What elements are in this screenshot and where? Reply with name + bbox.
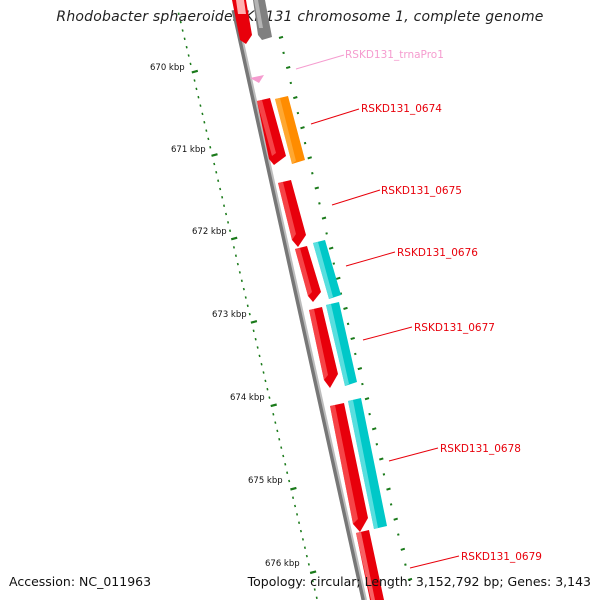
leader-lines [295, 54, 460, 569]
outer-tick [300, 126, 305, 130]
label-rskd131-0674[interactable]: RSKD131_0674 [361, 103, 442, 115]
outer-tick [343, 306, 348, 310]
kbp-major-tick [211, 153, 218, 157]
cds-0674-red-shade [257, 100, 276, 156]
outer-tick [404, 563, 407, 566]
outer-tick [379, 457, 384, 461]
outer-tick [328, 246, 334, 250]
outer-tick [371, 427, 377, 431]
outer-tick [336, 276, 341, 280]
outer-tick [389, 503, 393, 506]
trna-pro1-arrow [250, 75, 264, 83]
backbone-line-light [235, 9, 367, 600]
kbp-major-tick [230, 236, 238, 241]
top-features [232, 0, 272, 44]
kbp-label-673: 673 kbp [212, 310, 247, 320]
cds-0676-cyan-shade [313, 242, 333, 299]
outer-tick [361, 382, 364, 386]
outer-tick [354, 352, 357, 356]
cds-0677-cyan-shade [326, 304, 349, 386]
feature-labels: RSKD131_trnaPro1 RSKD131_0674 RSKD131_06… [345, 49, 542, 563]
outer-tick [400, 547, 406, 551]
outer-tick [350, 336, 355, 341]
leader-line-0674 [310, 108, 360, 125]
outer-tick [346, 322, 350, 326]
outer-tick [303, 141, 307, 145]
outer-tick [393, 517, 398, 521]
outer-tick [285, 65, 291, 70]
label-rskd131-0679[interactable]: RSKD131_0679 [461, 551, 542, 563]
kbp-label-674: 674 kbp [230, 393, 265, 403]
outer-tick [397, 533, 400, 536]
cds-0674-orange-shade [275, 98, 296, 164]
outer-tick [357, 367, 363, 371]
leader-line-0677 [362, 326, 413, 341]
kbp-label-676: 676 kbp [265, 559, 300, 569]
outer-tick [311, 172, 314, 175]
kbp-major-tick [290, 486, 297, 491]
partial-gray-highlight-top [254, 0, 263, 28]
outer-tick [375, 443, 379, 446]
outer-tick [289, 81, 293, 85]
kbp-ruler [177, 12, 318, 600]
kbp-label-675: 675 kbp [248, 476, 283, 486]
kbp-major-tick [309, 570, 317, 575]
outer-tick [307, 156, 312, 160]
kbp-label-670: 670 kbp [150, 63, 185, 73]
outer-tick [278, 35, 284, 39]
outer-tick [325, 232, 328, 235]
cds-blocks [257, 96, 387, 600]
outer-tick [407, 577, 413, 581]
partial-pink-cds-top [236, 0, 246, 14]
leader-line-0678 [388, 447, 439, 462]
outer-tick [318, 202, 321, 205]
label-rskd131-0675[interactable]: RSKD131_0675 [381, 185, 462, 197]
outer-tick [293, 96, 298, 100]
leader-line-0675 [331, 189, 381, 206]
kbp-label-672: 672 kbp [192, 227, 227, 237]
kbp-label-671: 671 kbp [171, 145, 206, 155]
outer-ruler [278, 35, 413, 581]
kbp-major-tick [191, 69, 199, 74]
outer-tick [364, 397, 370, 401]
leader-line-0676 [345, 251, 396, 267]
outer-tick [282, 51, 285, 55]
leader-line-0679 [409, 555, 460, 569]
cds-0675-red-shade [278, 182, 296, 240]
outer-tick [321, 216, 327, 220]
kbp-major-tick [270, 403, 277, 408]
label-rskd131-0677[interactable]: RSKD131_0677 [414, 322, 495, 334]
accession-text: Accession: NC_011963 [9, 574, 152, 589]
cds-0676-red-shade [295, 248, 312, 296]
label-rskd131-0676[interactable]: RSKD131_0676 [397, 247, 478, 259]
backbone-line-dark [231, 9, 367, 600]
cds-0679-red-shade [356, 532, 375, 600]
kbp-major-tick [250, 320, 258, 324]
leader-line-trna [295, 54, 345, 70]
cds-0678-cyan-shade [348, 400, 378, 529]
outer-tick [368, 412, 371, 416]
outer-tick [386, 487, 391, 491]
outer-tick [296, 111, 300, 115]
kbp-labels: 670 kbp 671 kbp 672 kbp 673 kbp 674 kbp … [150, 63, 300, 569]
cds-0677-red-shade [309, 309, 328, 380]
outer-tick [314, 186, 320, 190]
partial-red-cds-top [232, 0, 252, 44]
genome-summary: Topology: circular; Length: 3,152,792 bp… [247, 574, 591, 589]
label-trna-pro1[interactable]: RSKD131_trnaPro1 [345, 49, 444, 61]
label-rskd131-0678[interactable]: RSKD131_0678 [440, 443, 521, 455]
outer-tick [382, 473, 386, 476]
cds-0678-red-shade [330, 405, 358, 524]
outer-tick [332, 262, 336, 265]
